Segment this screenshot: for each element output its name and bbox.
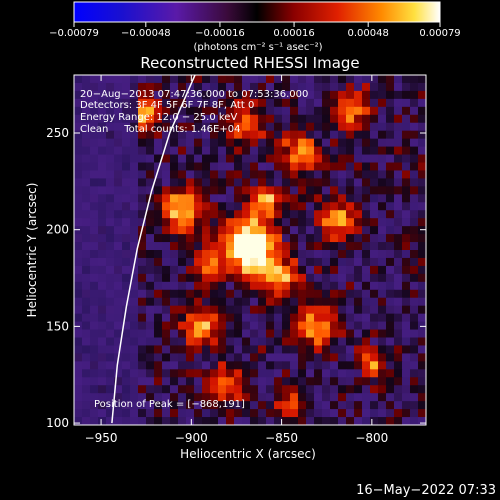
annotation-clean: Clean Total counts: 1.46E+04: [80, 124, 240, 135]
colorbar-tick-label-2: −0.00016: [195, 28, 245, 39]
colorbar-tick-label-0: −0.00079: [49, 28, 99, 39]
x-axis-ticks: −950 −900 −850 −800: [85, 75, 388, 445]
plot-frame: [73, 74, 427, 426]
chart-title: Reconstructed RHESSI Image: [140, 54, 359, 72]
x-tick-label-3: −800: [355, 431, 388, 445]
y-axis-ticks: 100 150 200 250: [46, 126, 426, 430]
y-axis-label: Heliocentric Y (arcsec): [25, 183, 39, 318]
annotation-peak: Position of Peak = [−868,191]: [94, 399, 245, 410]
y-tick-label-3: 250: [46, 126, 69, 140]
plot-area: [74, 75, 426, 425]
footer-timestamp: 16−May−2022 07:33: [356, 483, 496, 498]
annotation-energy: Energy Range: 12.0 − 25.0 keV: [80, 112, 237, 123]
x-axis-label: Heliocentric X (arcsec): [180, 447, 316, 461]
y-tick-label-0: 100: [46, 416, 69, 430]
x-tick-label-0: −950: [85, 431, 118, 445]
x-tick-label-2: −850: [265, 431, 298, 445]
colorbar-tick-label-3: 0.00016: [273, 28, 314, 39]
colorbar: −0.00079 −0.00048 −0.00016 0.00016 0.00048 0.…: [49, 1, 461, 53]
heatmap-cells: [74, 75, 426, 425]
solar-limb-curve: [111, 75, 196, 424]
annotation-detectors: Detectors: 3F 4F 5F 6F 7F 8F, Att 0: [80, 100, 254, 111]
colorbar-tick-label-5: 0.00079: [419, 28, 460, 39]
colorbar-units: (photons cm⁻² s⁻¹ asec⁻²): [193, 42, 322, 53]
colorbar-ticks: −0.00079 −0.00048 −0.00016 0.00016 0.00048 0.…: [49, 22, 461, 39]
y-tick-label-1: 150: [46, 319, 69, 333]
x-tick-label-1: −900: [175, 431, 208, 445]
colorbar-gradient: [73, 1, 441, 23]
image-annotations: 20−Aug−2013 07:47:36.000 to 07:53:36.000…: [80, 89, 308, 410]
annotation-time-range: 20−Aug−2013 07:47:36.000 to 07:53:36.000: [80, 89, 308, 100]
colorbar-tick-label-4: 0.00048: [348, 28, 389, 39]
colorbar-tick-label-1: −0.00048: [121, 28, 171, 39]
y-tick-label-2: 200: [46, 223, 69, 237]
